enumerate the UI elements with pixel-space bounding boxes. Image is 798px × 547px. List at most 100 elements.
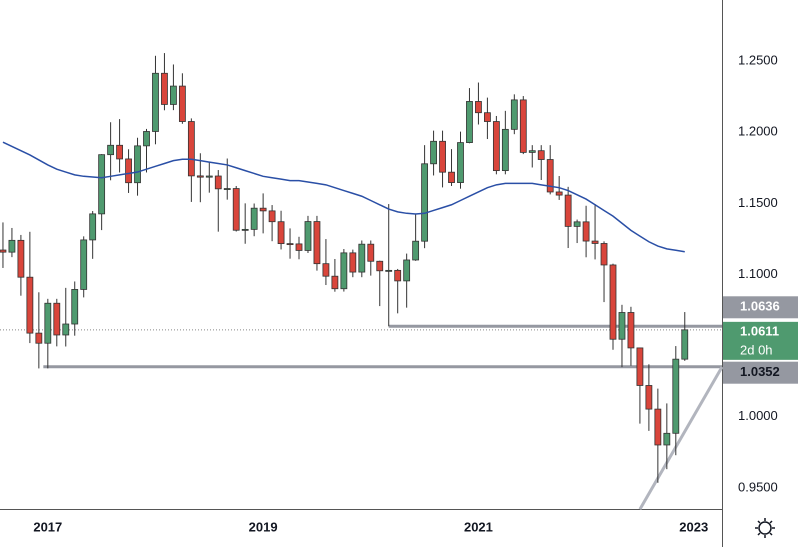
- candle-body: [618, 312, 626, 340]
- countdown-label: 2d 0h: [740, 342, 773, 357]
- candle-body: [223, 188, 231, 190]
- candle-body: [358, 243, 366, 273]
- current-price-box: [723, 321, 798, 360]
- candle-body: [62, 323, 70, 336]
- trendline: [638, 366, 724, 511]
- y-tick-label: 1.1000: [738, 266, 778, 281]
- y-tick-label: 0.9500: [738, 479, 778, 494]
- candle-body: [44, 302, 52, 344]
- candle-body: [214, 175, 222, 190]
- candle-body: [376, 260, 384, 272]
- candle-body: [178, 85, 186, 122]
- candle-body: [448, 171, 455, 183]
- candle-body: [466, 101, 473, 143]
- candle-body: [277, 221, 285, 245]
- candle-body: [663, 432, 671, 446]
- candle-body: [654, 408, 662, 446]
- candle-body: [492, 121, 500, 172]
- level-label-box: [723, 296, 798, 319]
- candle-body: [457, 142, 464, 183]
- gear-teeth: [755, 518, 775, 538]
- candle-body: [107, 144, 115, 156]
- candle-body: [205, 175, 213, 178]
- candle-body: [564, 194, 572, 227]
- candle-body: [313, 221, 321, 265]
- candle-body: [528, 150, 536, 153]
- candle-body: [187, 121, 195, 177]
- candle-body: [143, 131, 150, 147]
- candle-body: [232, 188, 240, 231]
- candle-body: [170, 85, 177, 105]
- candle-body: [591, 240, 599, 244]
- candle-body: [555, 191, 563, 196]
- gear: [758, 521, 772, 535]
- candle-body: [412, 240, 420, 261]
- candle-body: [430, 140, 437, 165]
- level-label: 1.0636: [740, 299, 780, 314]
- candle-body: [636, 347, 644, 386]
- candle-body: [125, 158, 132, 184]
- candle-body: [475, 101, 482, 114]
- candle-body: [161, 72, 168, 105]
- candle-body: [582, 221, 590, 242]
- candle-body: [304, 221, 312, 251]
- candle-body: [250, 207, 258, 230]
- x-tick-label: 2023: [679, 519, 708, 534]
- candle-body: [537, 150, 545, 160]
- candle-body: [627, 312, 635, 349]
- candle-body: [152, 72, 159, 132]
- candle-body: [0, 249, 7, 253]
- candle-body: [322, 263, 330, 277]
- settings-icon[interactable]: [755, 518, 775, 538]
- y-tick-label: 1.1500: [738, 195, 778, 210]
- candle-body: [295, 243, 303, 251]
- candle-body: [672, 358, 680, 434]
- candle-body: [609, 264, 617, 340]
- candle-body: [421, 163, 429, 242]
- y-tick-label: 1.2500: [738, 52, 778, 67]
- candle-body: [394, 269, 402, 282]
- candle-body: [71, 289, 79, 325]
- candle-body: [484, 112, 491, 122]
- candle-body: [134, 145, 141, 184]
- x-tick-label: 2017: [33, 519, 62, 534]
- candle-body: [645, 385, 653, 410]
- candle-body: [196, 175, 204, 178]
- candle-body: [385, 269, 393, 272]
- candle-body: [35, 332, 43, 344]
- candle-body: [53, 302, 61, 336]
- x-tick-label: 2019: [249, 519, 278, 534]
- candle-body: [89, 213, 97, 241]
- candle-body: [546, 159, 554, 193]
- candle-body: [80, 239, 88, 290]
- candle-body: [17, 239, 25, 278]
- current-price-label: 1.0611: [740, 323, 779, 338]
- candle-body: [26, 276, 34, 334]
- candle-body: [331, 275, 339, 290]
- y-tick-label: 1.0000: [738, 408, 778, 423]
- candle-body: [340, 252, 348, 290]
- candle-body: [8, 239, 16, 253]
- candle-body: [268, 210, 276, 223]
- candle-body: [367, 243, 375, 262]
- candle-body: [573, 221, 581, 227]
- candle-body: [349, 252, 357, 273]
- candle-body: [600, 243, 608, 266]
- candle-body: [510, 99, 518, 130]
- level-label: 1.0352: [740, 364, 780, 379]
- y-tick-label: 1.2000: [738, 124, 778, 139]
- candle-body: [501, 128, 509, 172]
- candle-body: [286, 243, 294, 246]
- x-tick-label: 2021: [464, 519, 493, 534]
- moving-average: [2, 141, 685, 253]
- candle-body: [241, 228, 249, 231]
- candle-body: [259, 207, 267, 212]
- candle-body: [98, 154, 106, 215]
- candle-body: [681, 329, 689, 360]
- candle-body: [403, 259, 411, 282]
- candle-body: [519, 99, 527, 153]
- level-label-box: [723, 361, 798, 384]
- candle-body: [439, 140, 446, 173]
